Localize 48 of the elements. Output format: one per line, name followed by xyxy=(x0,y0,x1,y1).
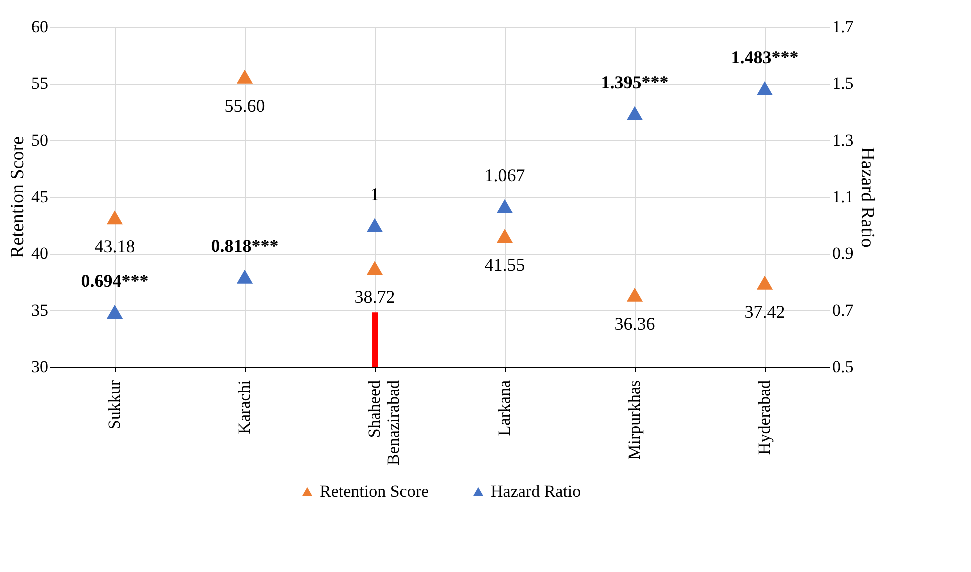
data-label: 41.55 xyxy=(484,255,526,276)
data-label: 55.60 xyxy=(224,96,266,116)
data-label: 43.18 xyxy=(94,236,136,257)
y2-tick-label: 0.5 xyxy=(832,358,854,376)
point xyxy=(626,106,644,120)
point xyxy=(496,199,514,214)
data-label: 0.694*** xyxy=(81,271,149,292)
data-label: 0.818*** xyxy=(211,236,279,256)
point xyxy=(496,229,514,244)
x-tick-label: Shaheed Benazirabad xyxy=(365,380,403,466)
data-label: 37.42 xyxy=(744,302,786,322)
y-tick-label: 60 xyxy=(32,18,48,36)
x-tick-label: Larkana xyxy=(495,380,514,436)
y2-axis-title: Hazard Ratio xyxy=(856,147,878,248)
point xyxy=(106,210,124,225)
point xyxy=(756,82,774,96)
data-label: 1.067 xyxy=(484,165,526,186)
y2-tick-label: 1.5 xyxy=(832,74,854,94)
y-tick-label: 50 xyxy=(32,130,48,150)
data-label: 1 xyxy=(370,184,380,204)
y2-tick-label: 1.7 xyxy=(832,18,854,36)
data-label: 1.395*** xyxy=(601,72,669,92)
data-label: 1.483*** xyxy=(731,47,799,68)
data-label: 36.36 xyxy=(614,314,656,334)
point xyxy=(626,288,644,302)
y-tick-label: 40 xyxy=(32,244,48,264)
data-label: 38.72 xyxy=(354,287,396,308)
y-tick-label: 45 xyxy=(32,188,48,206)
x-tick-label: Mirpurkhas xyxy=(625,380,644,460)
y-axis-title: Retention Score xyxy=(8,136,28,258)
x-tick-label: Sukkur xyxy=(105,380,124,430)
y2-tick-label: 0.9 xyxy=(832,244,854,264)
y-tick-label: 55 xyxy=(32,74,48,94)
y2-tick-label: 0.7 xyxy=(832,300,854,320)
point xyxy=(106,305,124,320)
point xyxy=(236,70,254,84)
legend-label: Retention Score xyxy=(320,482,430,501)
y-tick-label: 35 xyxy=(32,300,48,320)
x-tick-label: Hyderabad xyxy=(755,380,774,456)
point xyxy=(756,276,774,290)
x-tick-label: Karachi xyxy=(235,380,254,434)
point xyxy=(236,270,254,284)
point xyxy=(366,261,384,276)
y-tick-label: 30 xyxy=(32,358,48,376)
legend-label: Hazard Ratio xyxy=(491,482,582,501)
y2-tick-label: 1.1 xyxy=(832,188,854,206)
y2-tick-label: 1.3 xyxy=(832,130,854,150)
point xyxy=(366,218,384,232)
